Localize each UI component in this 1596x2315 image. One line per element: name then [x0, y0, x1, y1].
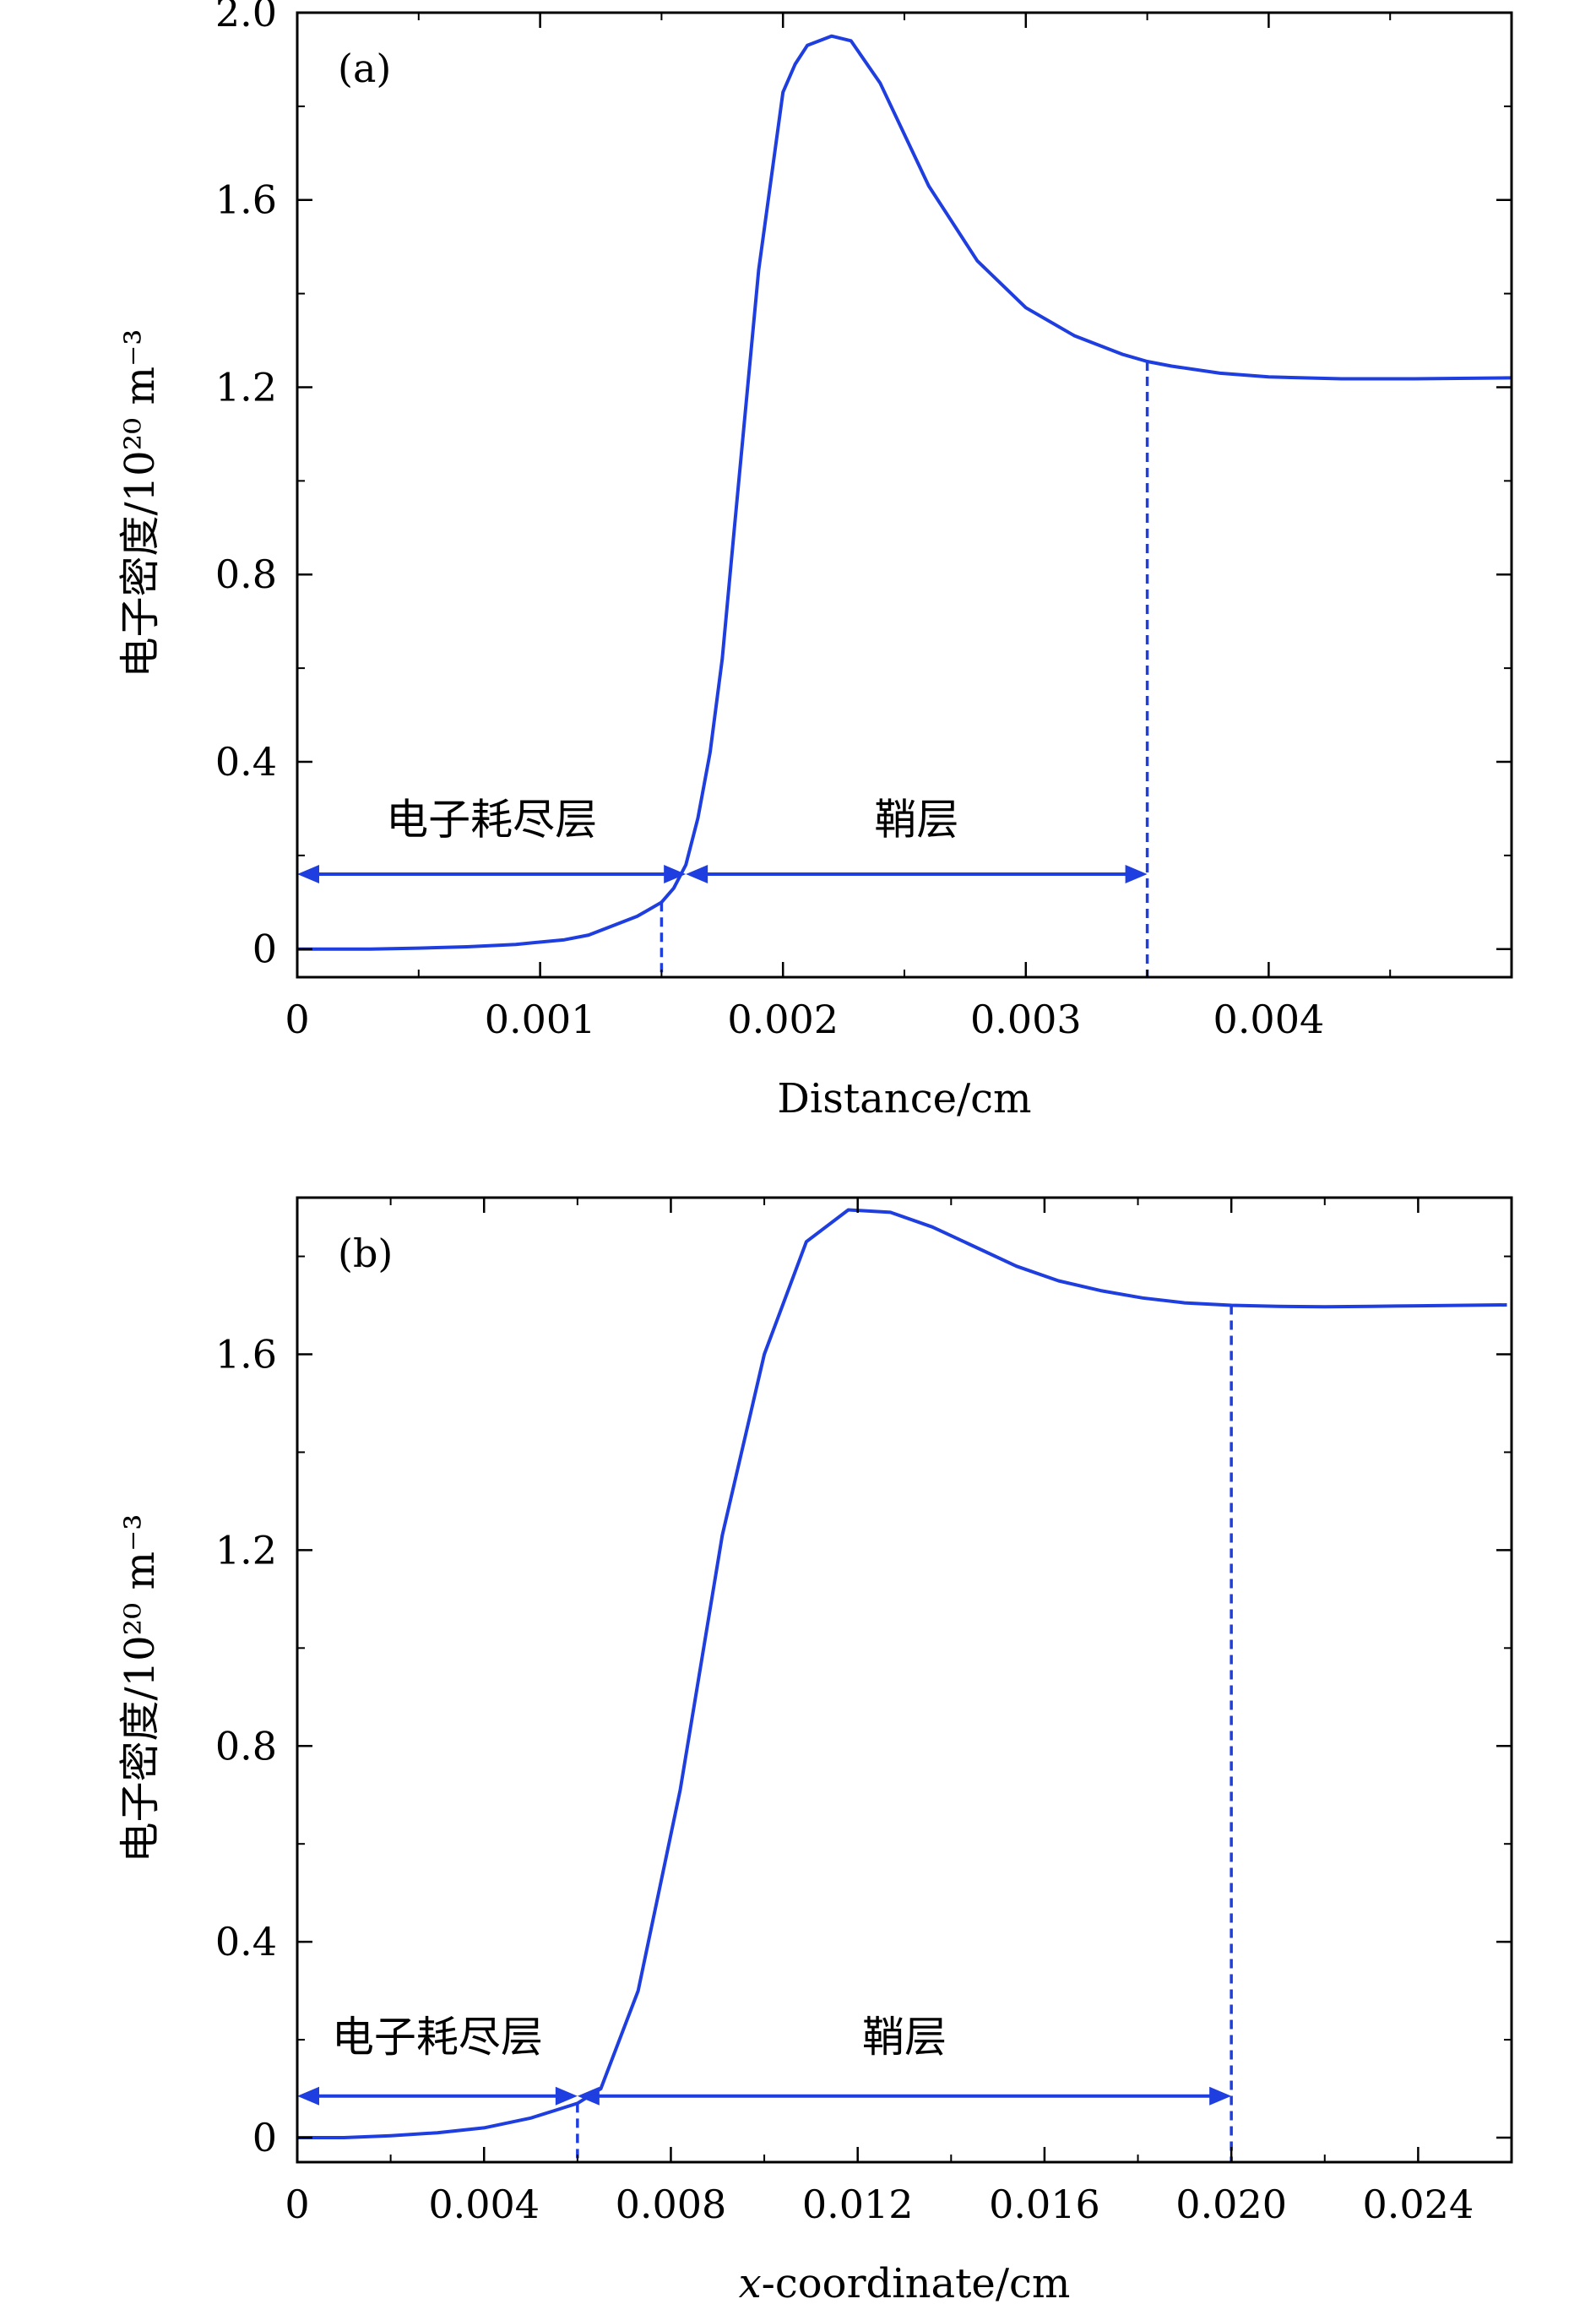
y-axis-title: 电子密度/10²⁰ m⁻³ [117, 1513, 164, 1862]
region-arrowhead-right-2 [1125, 865, 1148, 884]
y-tick-label: 1.6 [215, 1332, 277, 1378]
x-tick-label: 0 [285, 997, 309, 1042]
region-label-1: 电子耗尽层 [386, 796, 597, 845]
x-tick-label: 0.020 [1175, 2182, 1287, 2227]
y-tick-label: 0 [252, 927, 277, 972]
x-tick-label: 0.002 [727, 997, 839, 1042]
region-arrowhead-right-1 [555, 2086, 578, 2106]
chart-panel-a: 电子耗尽层 鞘层 0 0.001 0.002 0.003 0.004 0 0.4 0.8 1.2 1.… [117, 0, 1513, 1122]
region-arrowhead-right-2 [1209, 2086, 1232, 2106]
x-tick-label: 0.016 [989, 2182, 1100, 2227]
y-tick-label: 0.4 [215, 739, 277, 785]
y-tick-label: 0.8 [215, 1723, 277, 1769]
region-arrowhead-left-2 [686, 865, 708, 884]
region-label-2: 鞘层 [862, 2013, 947, 2062]
region-label-2: 鞘层 [874, 796, 958, 845]
x-axis-title: Distance/cm [777, 1075, 1031, 1122]
y-tick-label: 1.2 [215, 1527, 277, 1573]
x-tick-label: 0.001 [485, 997, 596, 1042]
x-axis-title-rest: -coordinate/cm [762, 2260, 1071, 2307]
region-arrowhead-left-1 [297, 865, 319, 884]
x-tick-label: 0.004 [428, 2182, 540, 2227]
plot-frame [296, 1196, 1513, 2164]
region-arrowhead-left-1 [297, 2086, 319, 2106]
x-tick-label: 0.004 [1213, 997, 1325, 1042]
region-arrowhead-right-1 [664, 865, 687, 884]
panel-label: (b) [338, 1231, 393, 1276]
x-tick-label: 0.003 [970, 997, 1082, 1042]
y-tick-label: 0.8 [215, 552, 277, 597]
y-tick-label: 1.6 [215, 177, 277, 223]
chart-panel-b: 电子耗尽层 鞘层 0 0.004 0.008 0.012 0.016 0.020 0.024 0 0… [117, 1196, 1513, 2307]
y-tick-label: 2.0 [215, 0, 277, 35]
x-axis-title: x-coordinate/cm [739, 2260, 1071, 2307]
x-tick-label: 0.012 [802, 2182, 914, 2227]
region-label-1: 电子耗尽层 [332, 2013, 543, 2062]
y-tick-label: 1.2 [215, 364, 277, 410]
region-arrowhead-left-2 [577, 2086, 600, 2106]
y-tick-label: 0.4 [215, 1919, 277, 1964]
y-axis-title: 电子密度/10²⁰ m⁻³ [117, 329, 164, 677]
x-tick-label: 0.024 [1363, 2182, 1474, 2227]
x-axis-title-variable: x [739, 2260, 762, 2307]
series-line [297, 34, 1512, 951]
x-tick-label: 0 [285, 2182, 309, 2227]
x-tick-label: 0.008 [616, 2182, 727, 2227]
series-line [297, 1208, 1507, 2139]
y-tick-label: 0 [252, 2115, 277, 2160]
panel-label: (a) [338, 46, 391, 91]
